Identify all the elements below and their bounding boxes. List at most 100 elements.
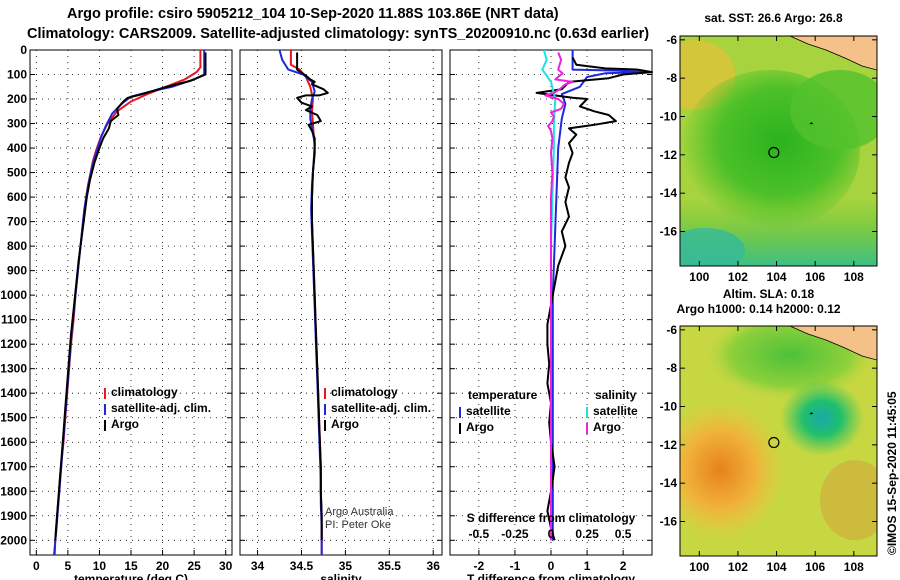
x-tick-label: -1: [510, 559, 521, 573]
panel-frame: [239, 49, 443, 556]
legend-label: satellite: [466, 404, 511, 418]
y-tick-label: 1500: [0, 411, 27, 425]
map-axes-sla: 100 102 104 106 108 -6 -8 -10 -12 -14 -16 Altim. SL…: [660, 287, 877, 574]
legend-label: Argo: [331, 417, 359, 431]
y-tick-label: 1600: [0, 435, 27, 449]
legend-header: temperature: [468, 388, 538, 402]
y-tick-label: 900: [7, 264, 27, 278]
series-line-climatology: [53, 50, 202, 556]
island-marker: [809, 412, 814, 415]
map-x-tick-label: 106: [805, 560, 825, 574]
x-tick-label: 30: [219, 559, 233, 573]
map-subtitle: Argo h1000: 0.14 h2000: 0.12: [676, 302, 840, 316]
legend-header: salinity: [595, 388, 637, 402]
map-title: Altim. SLA: 0.18: [723, 287, 815, 301]
argo-position-marker: [768, 146, 780, 159]
y-tick-label: 2000: [0, 533, 27, 547]
map-x-tick-label: 104: [767, 560, 787, 574]
y-tick-label: 400: [7, 141, 27, 155]
series-line-temperature-satellite: [551, 50, 646, 541]
legend-label: satellite-adj. clim.: [111, 401, 211, 415]
y-tick-label: 1200: [0, 337, 27, 351]
map-y-tick-label: -14: [660, 186, 678, 200]
map-y-tick-label: -8: [666, 71, 677, 85]
legend-label: Argo: [466, 420, 494, 434]
legend-label: satellite-adj. clim.: [331, 401, 431, 415]
map-axes-sst: 100 102 104 106 108 -6 -8 -10 -12 -14 -16 sat. SST:…: [660, 11, 877, 284]
series-line-argo: [296, 52, 329, 541]
legend-label: Argo: [111, 417, 139, 431]
y-tick-label: 700: [7, 215, 27, 229]
legend-label: climatology: [111, 385, 178, 399]
x-tick-label: 1: [584, 559, 591, 573]
x-tick-label: -2: [474, 559, 485, 573]
x-tick-label: 34.5: [290, 559, 314, 573]
y-tick-label: 200: [7, 92, 27, 106]
sla-map-panel: [679, 325, 878, 557]
map-y-tick-label: -6: [666, 33, 677, 47]
legend-label: satellite: [593, 404, 638, 418]
copyright-timestamp-label: ©IMOS 15-Sep-2020 11:45:05: [885, 391, 899, 555]
y-tick-label: 1100: [1, 313, 27, 327]
y-tick-label: 0: [20, 43, 27, 57]
map-y-tick-label: -16: [660, 515, 678, 529]
map-x-tick-label: 100: [689, 560, 709, 574]
y-tick-label: 100: [7, 68, 27, 82]
profile-panel-1: 0100200300400500600700800900100011001200…: [0, 43, 232, 580]
x-tick-label: 0: [548, 559, 555, 573]
map-y-tick-label: -8: [666, 361, 677, 375]
legend-label: climatology: [331, 385, 398, 399]
map-x-tick-label: 100: [689, 270, 709, 284]
x-tick-label: 34: [251, 559, 265, 573]
map-y-tick-label: -10: [660, 110, 678, 124]
series-line-argo: [54, 52, 207, 541]
x-tick-label: 15: [124, 559, 138, 573]
top-axis-label: S difference from climatology: [467, 511, 636, 525]
panel-annotation: PI: Peter Oke: [325, 519, 391, 531]
x-axis-label: salinity: [320, 572, 362, 580]
y-tick-label: 300: [7, 117, 27, 131]
x-tick-label: 25: [187, 559, 201, 573]
y-tick-label: 1300: [0, 362, 27, 376]
top-tick-label: 0.5: [615, 527, 632, 541]
panel-annotation: Argo Australia: [325, 506, 394, 518]
map-x-tick-label: 102: [728, 270, 748, 284]
x-tick-label: 35: [339, 559, 353, 573]
argo-position-marker: [768, 436, 780, 449]
top-tick-label: -0.25: [501, 527, 529, 541]
y-tick-label: 1700: [0, 460, 27, 474]
y-tick-label: 600: [7, 190, 27, 204]
x-tick-label: 10: [93, 559, 107, 573]
x-tick-label: 35.5: [378, 559, 402, 573]
top-tick-label: -0.5: [469, 527, 490, 541]
map-y-tick-label: -6: [666, 323, 677, 337]
map-y-tick-label: -14: [660, 476, 678, 490]
plot-title-line-1: Argo profile: csiro 5905212_104 10-Sep-2…: [67, 6, 559, 22]
map-y-tick-label: -16: [660, 225, 678, 239]
profile-panel-2: 34 34.5 35 35.5 36 salinity climatology satelli…: [239, 49, 443, 580]
map-y-tick-label: -12: [660, 148, 678, 162]
x-tick-label: 36: [427, 559, 441, 573]
map-x-tick-label: 104: [767, 270, 787, 284]
legend-label: Argo: [593, 420, 621, 434]
island-marker: [809, 122, 814, 125]
x-axis-label: T difference from climatology: [467, 572, 635, 580]
x-tick-label: 20: [156, 559, 170, 573]
map-x-tick-label: 108: [844, 560, 864, 574]
map-x-tick-label: 102: [728, 560, 748, 574]
y-tick-label: 1900: [0, 509, 27, 523]
series-line-salinity-argo: [544, 52, 574, 541]
y-tick-label: 1800: [0, 484, 27, 498]
top-tick-label: 0: [548, 527, 555, 541]
y-tick-label: 1400: [0, 386, 27, 400]
series-line-satellite-adj-clim-: [53, 50, 206, 556]
map-y-tick-label: -10: [660, 400, 678, 414]
series-line-climatology: [289, 50, 323, 555]
x-tick-label: 0: [33, 559, 40, 573]
profile-panel-3: -2 -1 0 1 2T difference from climatology temp…: [449, 49, 653, 580]
map-title: sat. SST: 26.6 Argo: 26.8: [704, 11, 843, 25]
map-x-tick-label: 108: [844, 270, 864, 284]
map-y-tick-label: -12: [660, 438, 678, 452]
y-tick-label: 800: [7, 239, 27, 253]
